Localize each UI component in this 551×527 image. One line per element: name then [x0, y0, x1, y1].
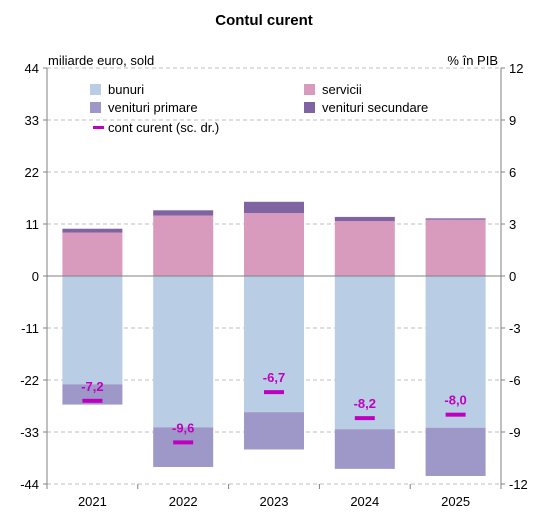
left-tick-label: -33	[20, 425, 39, 440]
x-tick-label-2024: 2024	[350, 494, 379, 509]
left-tick-label: 44	[25, 61, 39, 76]
right-tick-label: -9	[509, 425, 521, 440]
legend-swatch-venituri-secundare	[304, 102, 315, 113]
current-account-label-2024: -8,2	[354, 396, 376, 411]
bar-bunuri-2025	[425, 276, 486, 428]
bar-venituri-primare-2023	[244, 412, 304, 450]
current-account-marker-2025	[445, 412, 466, 417]
right-tick-label: -6	[509, 373, 521, 388]
legend-swatch-bunuri	[90, 84, 101, 95]
legend-label-venituri-secundare: venituri secundare	[322, 100, 428, 115]
bar-venituri-secundare-2021	[62, 228, 123, 233]
bar-venituri-secundare-2025	[425, 218, 486, 220]
current-account-marker-2023	[264, 390, 284, 395]
legend-swatch-current-account	[93, 126, 104, 129]
left-tick-label: 22	[25, 165, 39, 180]
right-tick-label: 12	[509, 61, 523, 76]
bar-servicii-2024	[334, 221, 395, 276]
right-tick-label: 9	[509, 113, 516, 128]
chart-title: Contul curent	[215, 12, 313, 29]
bar-servicii-2022	[153, 215, 214, 276]
bar-venituri-primare-2024	[334, 429, 395, 469]
left-tick-label: 11	[26, 217, 40, 232]
x-tick-label-2022: 2022	[169, 494, 198, 509]
current-account-label-2023: -6,7	[263, 370, 285, 385]
right-axis-unit: % în PIB	[447, 53, 498, 68]
right-tick-label: 0	[509, 269, 516, 284]
right-tick-label: 6	[509, 165, 516, 180]
current-account-label-2022: -9,6	[172, 420, 194, 435]
bar-venituri-primare-2025	[425, 427, 486, 476]
legend-swatch-servicii	[304, 84, 315, 95]
left-tick-label: -44	[20, 477, 39, 492]
legend-swatch-venituri-primare	[90, 102, 101, 113]
current-account-marker-2021	[82, 398, 103, 403]
current-account-marker-2024	[354, 416, 375, 421]
left-tick-label: 0	[32, 269, 39, 284]
x-tick-label-2023: 2023	[260, 494, 289, 509]
bar-servicii-2021	[62, 232, 123, 276]
legend-label-bunuri: bunuri	[108, 82, 144, 97]
current-account-label-2021: -7,2	[81, 379, 103, 394]
legend-label-servicii: servicii	[322, 82, 362, 97]
bar-series	[62, 201, 486, 476]
legend-label-current-account: cont curent (sc. dr.)	[108, 120, 219, 135]
bar-venituri-primare-2021	[62, 384, 123, 405]
left-tick-label: -11	[21, 321, 39, 336]
left-axis-unit: miliarde euro, sold	[48, 53, 154, 68]
bar-venituri-secundare-2024	[334, 216, 395, 222]
current-account-markers: -7,2 -9,6 -6,7 -8,2 -8,0	[81, 370, 467, 445]
axes: 44 33 22 11 0 -11 -22 -33 -44 12 9 6 3 0 -3 -6 -9 -12 2021…	[20, 61, 528, 509]
legend: bunuri servicii venituri primare venituri s…	[90, 82, 428, 135]
bar-bunuri-2022	[153, 276, 214, 428]
right-tick-label: 3	[509, 217, 516, 232]
bar-bunuri-2023	[244, 276, 304, 413]
bar-servicii-2023	[244, 213, 304, 276]
left-tick-label: 33	[25, 113, 39, 128]
left-tick-label: -22	[20, 373, 39, 388]
bar-bunuri-2024	[334, 276, 395, 430]
x-tick-label-2025: 2025	[441, 494, 470, 509]
right-tick-label: -3	[509, 321, 521, 336]
legend-label-venituri-primare: venituri primare	[108, 100, 198, 115]
bar-venituri-secundare-2022	[153, 210, 214, 216]
bar-venituri-primare-2022	[153, 427, 214, 467]
bar-servicii-2025	[425, 219, 486, 276]
x-tick-label-2021: 2021	[78, 494, 107, 509]
bar-venituri-secundare-2023	[244, 201, 304, 214]
current-account-label-2025: -8,0	[444, 393, 466, 408]
current-account-marker-2022	[173, 440, 194, 445]
bar-bunuri-2021	[62, 276, 123, 385]
right-tick-label: -12	[509, 477, 528, 492]
